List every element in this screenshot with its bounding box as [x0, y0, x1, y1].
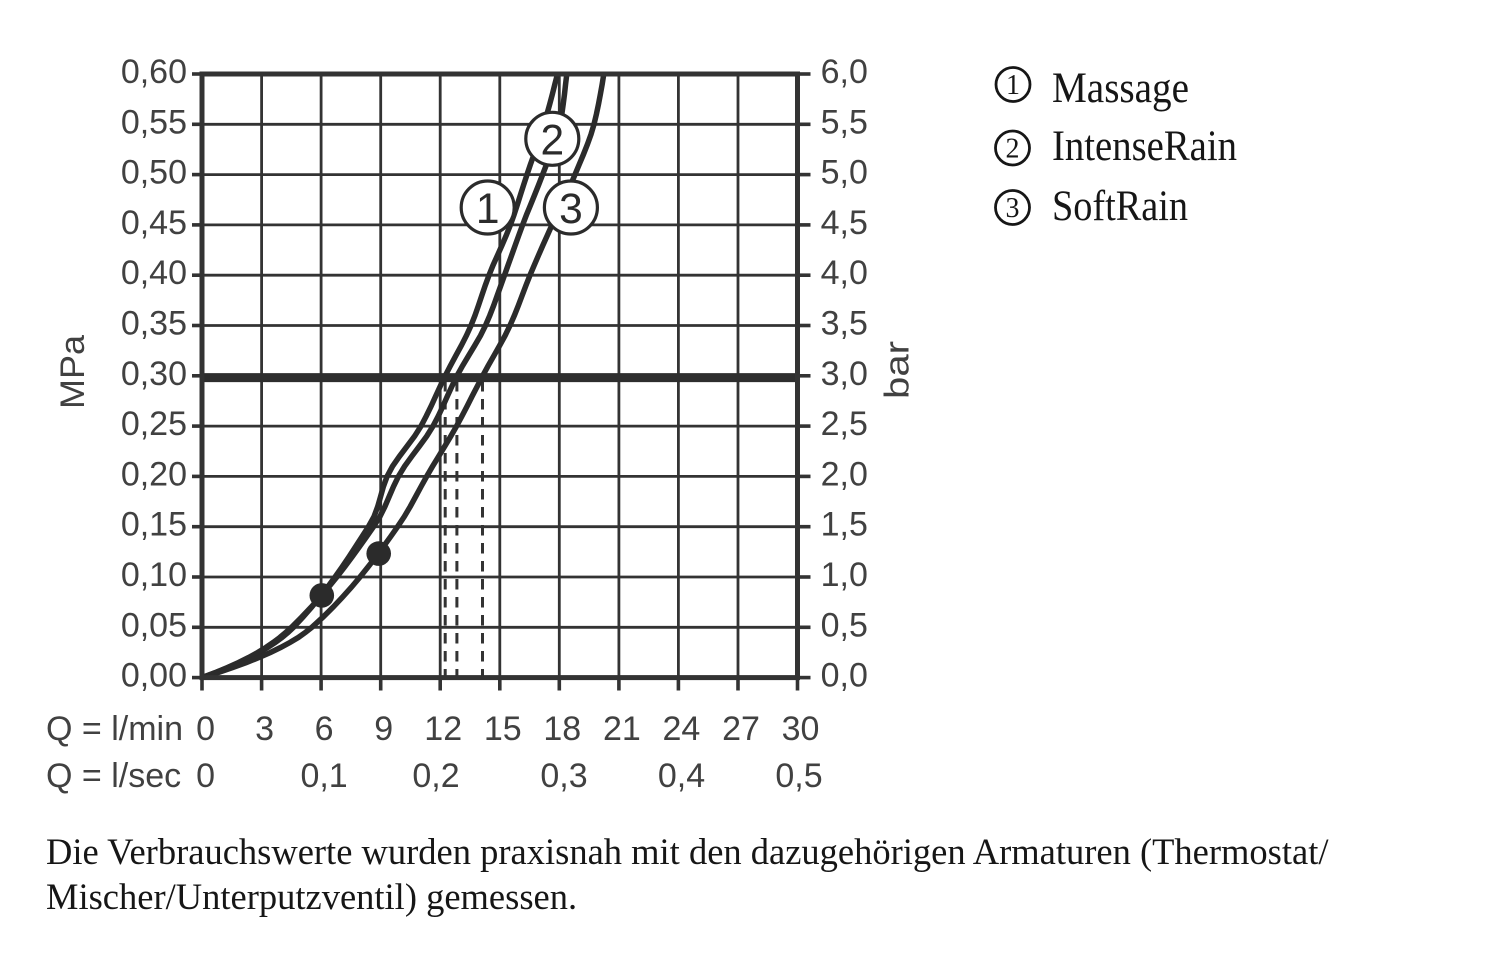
svg-text:0,05: 0,05	[121, 606, 187, 644]
svg-text:1: 1	[1006, 70, 1020, 101]
svg-text:21: 21	[603, 710, 641, 748]
svg-text:0: 0	[196, 757, 215, 795]
svg-text:3,0: 3,0	[821, 355, 868, 393]
svg-text:3: 3	[559, 186, 583, 233]
svg-text:IntenseRain: IntenseRain	[1052, 123, 1237, 170]
svg-text:Q = l/min: Q = l/min	[46, 710, 183, 748]
svg-text:1,0: 1,0	[821, 556, 868, 594]
svg-text:0,00: 0,00	[121, 657, 187, 695]
svg-text:0,0: 0,0	[821, 657, 868, 695]
svg-text:Q = l/sec: Q = l/sec	[46, 757, 181, 795]
svg-text:0,5: 0,5	[775, 757, 822, 795]
svg-text:0,15: 0,15	[121, 506, 187, 544]
svg-text:4,5: 4,5	[821, 204, 868, 242]
svg-text:0,35: 0,35	[121, 305, 187, 343]
svg-text:1: 1	[476, 186, 500, 233]
svg-text:0,60: 0,60	[121, 53, 187, 91]
svg-text:0,1: 0,1	[300, 757, 347, 795]
svg-text:30: 30	[782, 710, 820, 748]
svg-text:6,0: 6,0	[821, 53, 868, 91]
svg-text:1,5: 1,5	[821, 506, 868, 544]
svg-text:15: 15	[484, 710, 522, 748]
svg-text:SoftRain: SoftRain	[1052, 183, 1188, 230]
svg-text:4,0: 4,0	[821, 254, 868, 292]
svg-text:2: 2	[1006, 134, 1020, 165]
svg-text:0,45: 0,45	[121, 204, 187, 242]
svg-text:12: 12	[424, 710, 462, 748]
svg-text:0,4: 0,4	[658, 757, 705, 795]
svg-text:Mischer/Unterputzventil) gemes: Mischer/Unterputzventil) gemessen.	[46, 876, 577, 917]
svg-text:3: 3	[255, 710, 274, 748]
svg-text:Die Verbrauchswerte wurden pra: Die Verbrauchswerte wurden praxisnah mit…	[46, 831, 1329, 872]
svg-text:5,0: 5,0	[821, 154, 868, 192]
svg-text:0: 0	[196, 710, 215, 748]
svg-text:0,3: 0,3	[540, 757, 587, 795]
svg-text:0,25: 0,25	[121, 405, 187, 443]
svg-text:2,5: 2,5	[821, 405, 868, 443]
svg-text:18: 18	[543, 710, 581, 748]
svg-text:0,30: 0,30	[121, 355, 187, 393]
svg-text:0,2: 0,2	[412, 757, 459, 795]
svg-text:27: 27	[722, 710, 760, 748]
svg-text:bar: bar	[879, 341, 917, 399]
svg-text:0,55: 0,55	[121, 103, 187, 141]
svg-text:0,50: 0,50	[121, 154, 187, 192]
svg-text:24: 24	[662, 710, 700, 748]
svg-text:0,5: 0,5	[821, 606, 868, 644]
svg-text:5,5: 5,5	[821, 103, 868, 141]
svg-text:2: 2	[540, 117, 564, 164]
svg-text:MPa: MPa	[54, 335, 92, 409]
svg-text:3: 3	[1006, 193, 1020, 224]
svg-text:2,0: 2,0	[821, 455, 868, 493]
svg-text:9: 9	[374, 710, 393, 748]
svg-text:0,20: 0,20	[121, 455, 187, 493]
svg-text:Massage: Massage	[1052, 65, 1189, 112]
svg-text:0,10: 0,10	[121, 556, 187, 594]
svg-text:6: 6	[315, 710, 334, 748]
svg-text:3,5: 3,5	[821, 305, 868, 343]
svg-text:0,40: 0,40	[121, 254, 187, 292]
